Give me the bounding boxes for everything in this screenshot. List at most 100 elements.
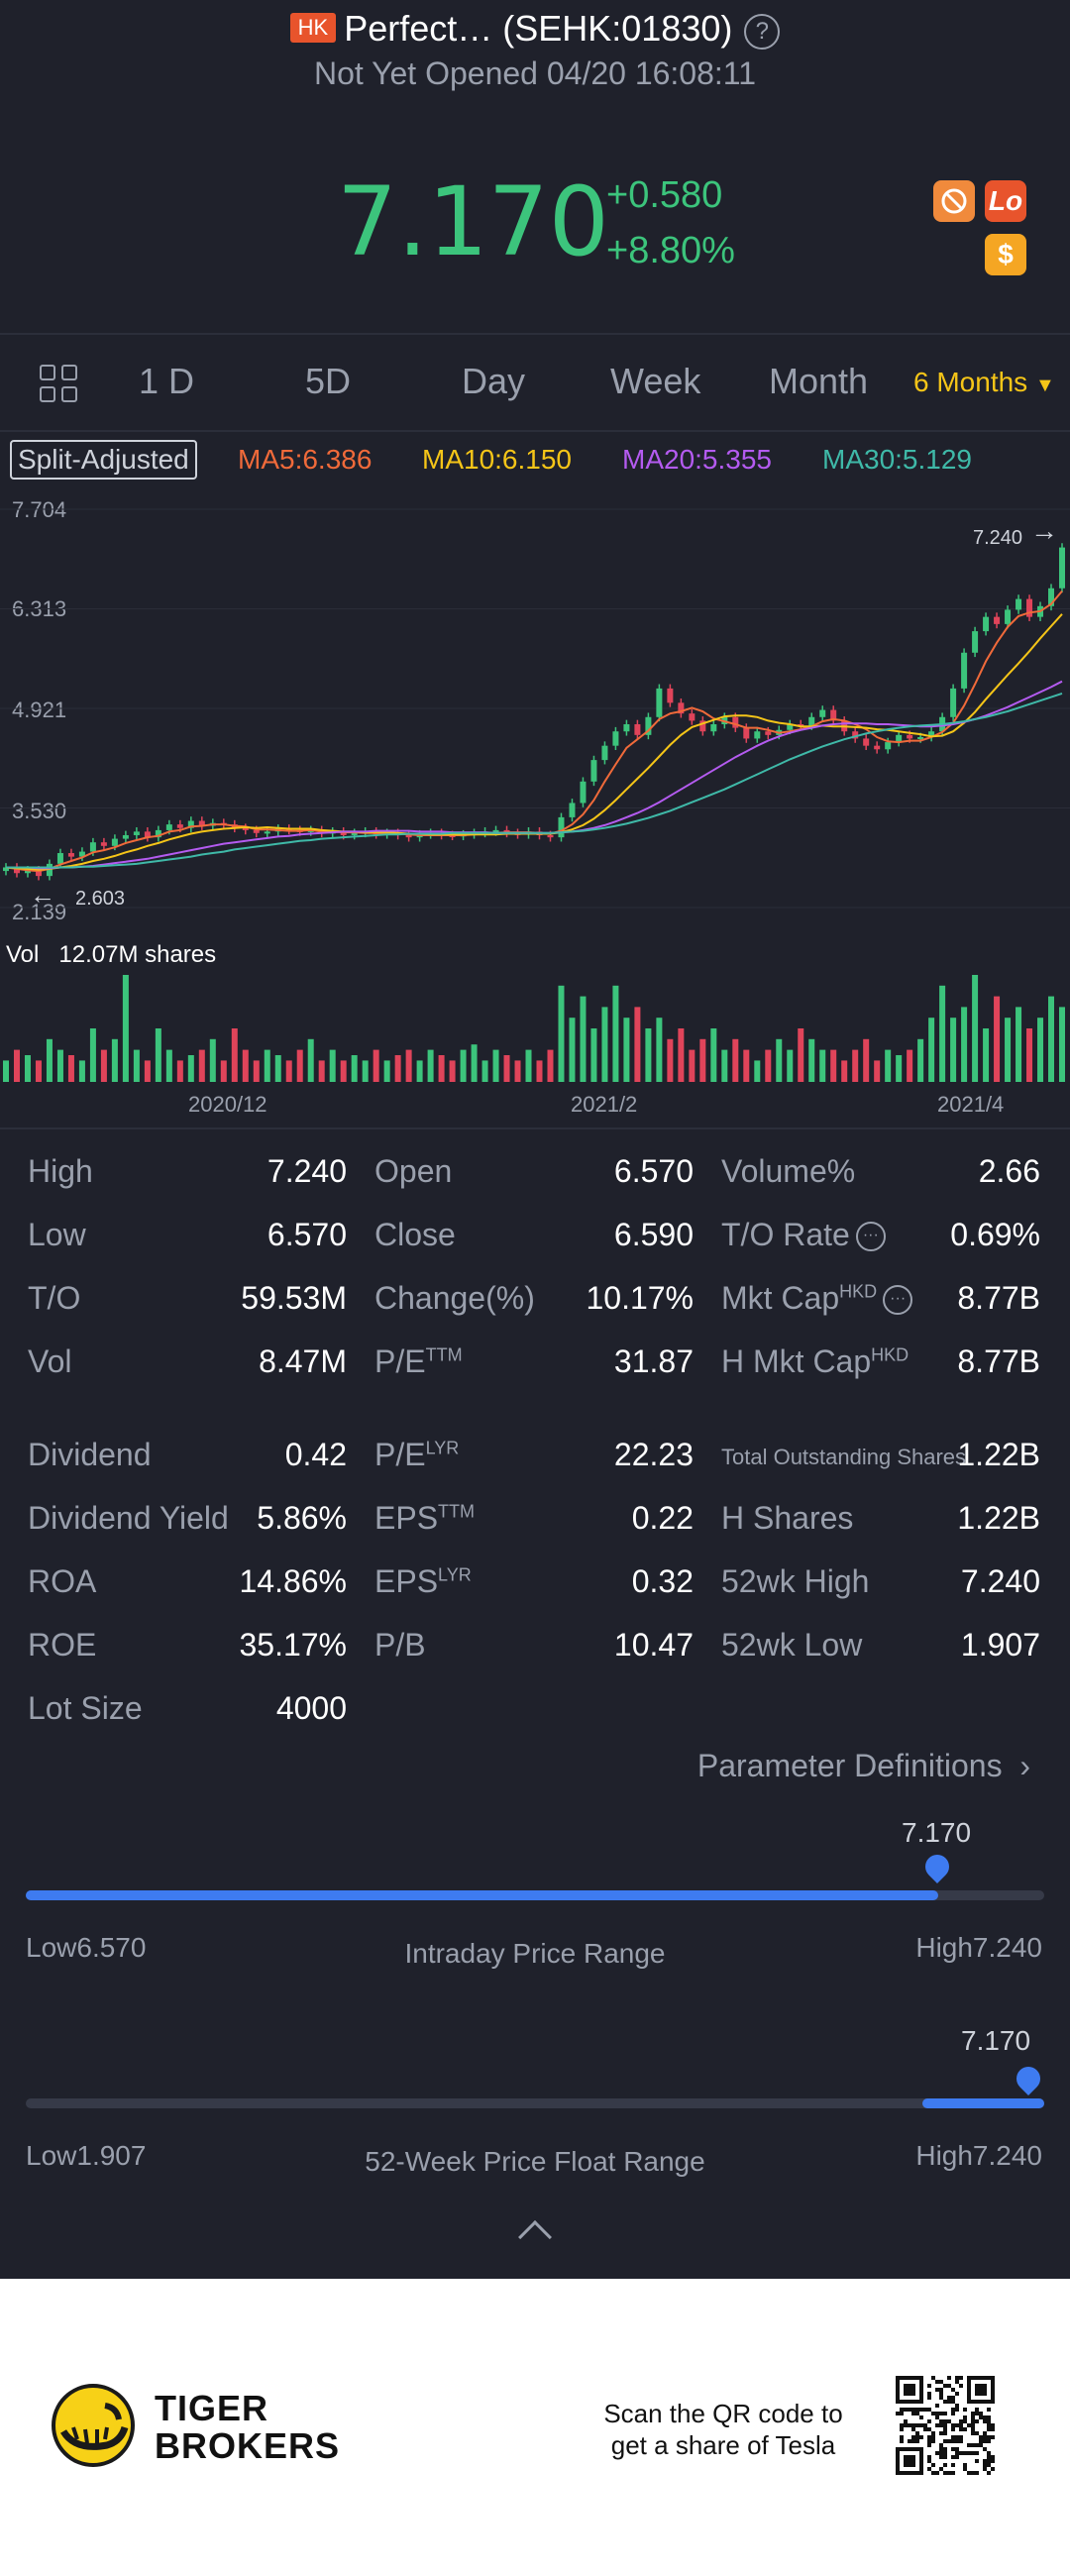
x-tick: 2021/2 — [571, 1092, 638, 1117]
candle-body — [830, 709, 837, 721]
stat-label: H Mkt CapHKD — [721, 1343, 909, 1380]
tab-5d[interactable]: 5D — [305, 361, 352, 401]
volume-bar — [678, 1028, 685, 1082]
tab-6-months[interactable]: 6 Months ▼ — [913, 367, 1055, 398]
candle-body — [852, 731, 859, 739]
stat-value: 0.32 — [631, 1563, 694, 1599]
qr-module — [975, 2431, 979, 2435]
split-adjusted-toggle[interactable]: Split-Adjusted — [10, 440, 197, 480]
stat-value: 0.22 — [631, 1500, 694, 1536]
qr-module — [943, 2400, 947, 2404]
qr-module — [939, 2388, 943, 2392]
qr-module — [919, 2423, 923, 2427]
volume-bar — [634, 1007, 641, 1082]
qr-module — [935, 2404, 939, 2408]
stat-value: 35.17% — [239, 1627, 347, 1663]
qr-module — [939, 2423, 943, 2427]
qr-module — [939, 2380, 943, 2384]
qr-module — [951, 2447, 955, 2451]
candle-body — [580, 781, 587, 804]
candlestick-chart[interactable] — [0, 485, 1070, 941]
qr-module — [991, 2455, 995, 2459]
candle-body — [46, 863, 53, 877]
info-icon[interactable]: ··· — [855, 1222, 886, 1251]
lo-icon[interactable]: Lo — [985, 180, 1026, 222]
dollar-icon[interactable]: $ — [985, 234, 1026, 275]
candle-body — [569, 803, 576, 817]
qr-module — [904, 2419, 908, 2423]
qr-module — [971, 2443, 975, 2447]
volume-bar — [514, 1060, 521, 1082]
qr-module — [971, 2471, 975, 2475]
qr-module — [904, 2455, 915, 2467]
volume-bar — [536, 1060, 543, 1082]
qr-code — [896, 2376, 995, 2475]
tab-1d[interactable]: 1 D — [139, 361, 195, 401]
candle-body — [155, 829, 161, 838]
market-status: Not Yet Opened 04/20 16:08:11 — [313, 55, 756, 91]
tab-month[interactable]: Month — [769, 361, 869, 401]
scan-caption: Scan the QR code to get a share of Tesla — [594, 2398, 852, 2461]
candle-body — [950, 688, 957, 717]
candle-body — [896, 734, 903, 743]
stat-value: 6.590 — [613, 1217, 694, 1252]
volume-bar — [1026, 1028, 1033, 1082]
candle-body — [798, 724, 804, 727]
tab-week[interactable]: Week — [610, 361, 701, 401]
volume-bar — [362, 1060, 369, 1082]
volume-bar — [863, 1038, 870, 1082]
volume-bar — [253, 1060, 260, 1082]
stock-name: Perfect… (SEHK:01830) — [344, 8, 733, 49]
ban-icon[interactable] — [933, 180, 975, 222]
candle-body — [547, 834, 554, 838]
candle-body — [253, 829, 260, 833]
candle-body — [754, 731, 761, 739]
volume-bar — [13, 1049, 20, 1082]
qr-module — [967, 2423, 971, 2427]
stat-label: P/ETTM — [374, 1343, 463, 1380]
qr-module — [943, 2455, 947, 2459]
candle-body — [983, 616, 990, 632]
qr-module — [947, 2471, 951, 2475]
qr-module — [915, 2412, 919, 2415]
volume-bar — [885, 1049, 892, 1082]
qr-module — [975, 2384, 987, 2396]
qr-module — [927, 2392, 931, 2396]
qr-module — [927, 2427, 931, 2431]
week52-range-title: 52-Week Price Float Range — [365, 2146, 705, 2177]
qr-module — [900, 2435, 904, 2439]
candle-body — [165, 824, 172, 830]
qr-module — [955, 2392, 959, 2396]
qr-module — [927, 2384, 931, 2388]
candle-body — [198, 820, 205, 826]
qr-module — [955, 2408, 959, 2412]
candle-body — [144, 831, 151, 838]
tab-day[interactable]: Day — [462, 361, 526, 401]
volume-bar — [394, 1055, 401, 1082]
volume-bar — [274, 1055, 281, 1082]
volume-chart[interactable] — [0, 975, 1070, 1086]
qr-module — [927, 2435, 931, 2439]
stat-label-superscript: TTM — [438, 1501, 476, 1522]
candle-body — [242, 827, 249, 830]
candle-body — [558, 816, 565, 838]
qr-module — [959, 2435, 963, 2439]
candle-body — [972, 631, 979, 653]
stat-label-text: Volume% — [721, 1153, 856, 1189]
help-icon[interactable]: ? — [744, 14, 781, 50]
candle-body — [874, 745, 881, 750]
candle-body — [3, 867, 9, 872]
divider — [0, 333, 1070, 335]
qr-module — [943, 2419, 947, 2423]
qr-module — [951, 2412, 955, 2415]
qr-module — [951, 2396, 955, 2400]
grid-icon[interactable] — [40, 365, 81, 406]
chevron-up-icon[interactable] — [518, 2220, 552, 2254]
info-icon[interactable]: ··· — [883, 1285, 913, 1315]
parameter-definitions-link[interactable]: Parameter Definitions › — [697, 1748, 1030, 1784]
volume-bar — [819, 1049, 826, 1082]
stat-label-text: Vol — [28, 1343, 72, 1379]
stat-value: 10.47 — [613, 1627, 694, 1663]
stat-value: 0.42 — [284, 1437, 347, 1472]
volume-bar — [351, 1055, 358, 1082]
